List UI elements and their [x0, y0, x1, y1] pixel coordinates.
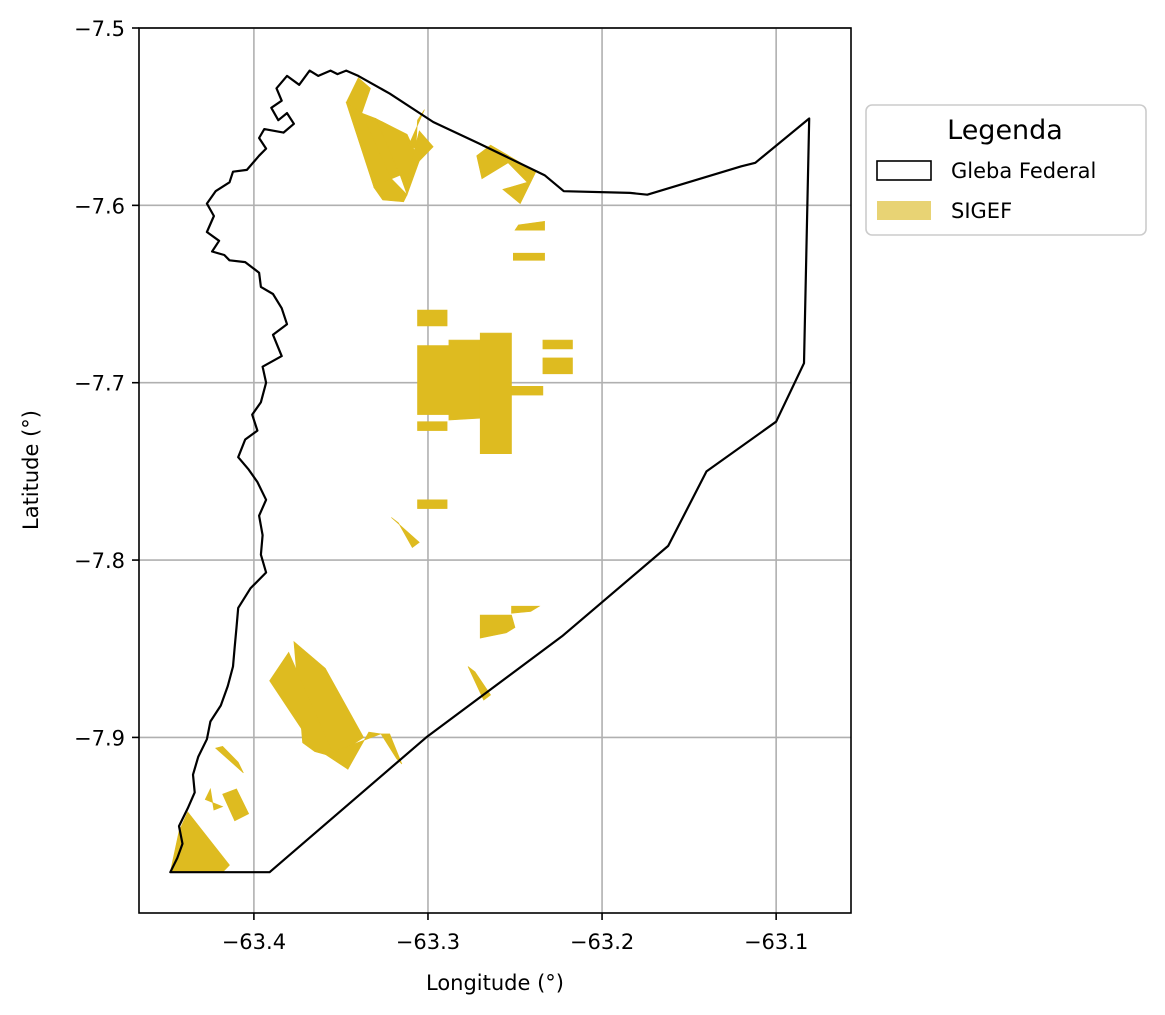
- y-tick-label: −7.8: [74, 549, 125, 573]
- sigef-parcel: [542, 339, 573, 350]
- sigef-parcel: [214, 745, 244, 774]
- sigef-parcels: [169, 77, 573, 873]
- sigef-parcel: [408, 109, 425, 150]
- legend-label-sigef: SIGEF: [951, 199, 1012, 223]
- sigef-parcel: [380, 733, 403, 765]
- y-axis-title: Latitude (°): [19, 410, 43, 530]
- sigef-parcel: [417, 499, 448, 509]
- sigef-parcel: [448, 339, 481, 421]
- legend-label-gleba-federal: Gleba Federal: [951, 159, 1096, 183]
- x-tick-label: −63.3: [396, 930, 460, 954]
- legend-title: Legenda: [947, 115, 1063, 146]
- x-tick-label: −63.1: [744, 930, 808, 954]
- plot-frame: [138, 27, 852, 914]
- sigef-parcel: [542, 357, 573, 375]
- sigef-parcel: [169, 811, 230, 873]
- legend-swatch-gleba-federal: [876, 160, 932, 181]
- sigef-parcel: [373, 178, 408, 203]
- gleba-federal-outline: [169, 69, 811, 874]
- sigef-parcel: [512, 252, 545, 261]
- y-tick-label: −7.9: [74, 726, 125, 750]
- sigef-parcel: [405, 130, 434, 186]
- sigef-parcel: [391, 517, 420, 549]
- x-tick-label: −63.2: [570, 930, 634, 954]
- sigef-parcel: [511, 605, 541, 614]
- sigef-parcel: [204, 787, 224, 811]
- sigef-parcel: [222, 788, 250, 822]
- y-axis-ticks: −7.5 −7.6 −7.7 −7.8 −7.9: [74, 17, 139, 750]
- sigef-parcel: [479, 614, 516, 639]
- sigef-parcel: [479, 332, 512, 455]
- sigef-parcel: [331, 731, 382, 770]
- x-tick-label: −63.4: [222, 930, 286, 954]
- x-axis-ticks: −63.4 −63.3 −63.2 −63.1: [222, 913, 808, 954]
- sigef-parcel: [269, 651, 349, 770]
- legend-box: [865, 104, 1147, 236]
- x-axis-title: Longitude (°): [426, 971, 564, 995]
- sigef-parcel: [417, 345, 450, 415]
- y-tick-label: −7.5: [74, 17, 125, 41]
- sigef-parcel: [502, 171, 537, 205]
- sigef-parcel: [417, 309, 448, 327]
- sigef-parcel: [514, 220, 545, 231]
- y-tick-label: −7.7: [74, 372, 125, 396]
- sigef-parcel: [511, 385, 544, 396]
- sigef-parcel: [417, 421, 448, 431]
- legend: Legenda Gleba Federal SIGEF: [865, 104, 1147, 236]
- y-tick-label: −7.6: [74, 194, 125, 218]
- gleba-federal-boundary: [169, 69, 811, 874]
- sigef-parcel: [467, 666, 492, 701]
- legend-swatch-sigef: [877, 201, 931, 220]
